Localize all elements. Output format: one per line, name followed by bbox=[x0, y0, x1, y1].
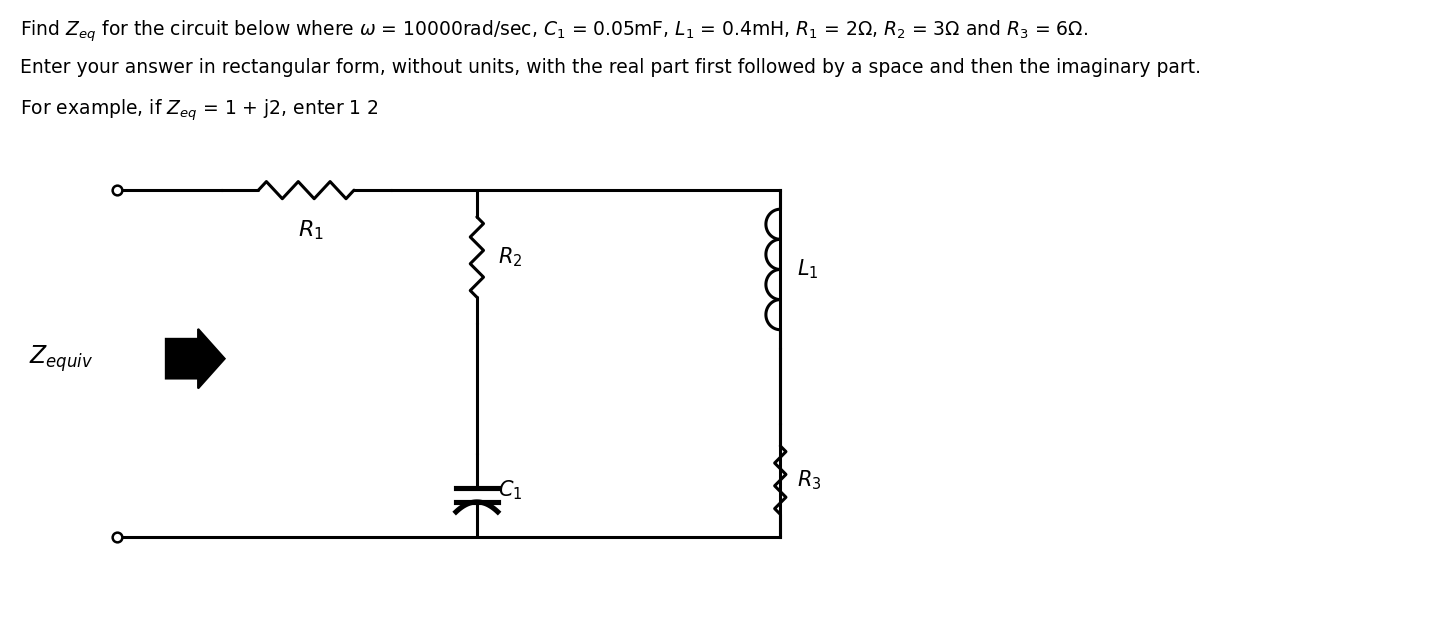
Text: Find $Z_{eq}$ for the circuit below where $\omega$ = 10000rad/sec, $C_1$ = 0.05m: Find $Z_{eq}$ for the circuit below wher… bbox=[20, 19, 1088, 44]
Polygon shape bbox=[166, 329, 225, 388]
Text: $R_3$: $R_3$ bbox=[797, 468, 822, 492]
Text: Enter your answer in rectangular form, without units, with the real part first f: Enter your answer in rectangular form, w… bbox=[20, 59, 1201, 77]
Text: $R_2$: $R_2$ bbox=[498, 245, 523, 269]
Text: $L_1$: $L_1$ bbox=[797, 258, 819, 281]
Text: For example, if $Z_{eq}$ = 1 + j2, enter 1 2: For example, if $Z_{eq}$ = 1 + j2, enter… bbox=[20, 98, 379, 124]
Text: $Z_{equiv}$: $Z_{equiv}$ bbox=[29, 343, 94, 374]
Text: $R_1$: $R_1$ bbox=[298, 218, 324, 242]
Text: $C_1$: $C_1$ bbox=[498, 478, 523, 502]
